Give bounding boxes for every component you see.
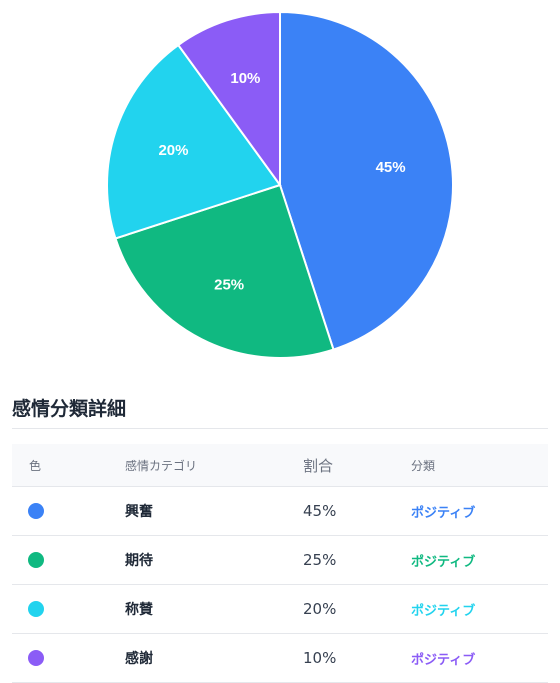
color-cell xyxy=(12,584,125,634)
color-swatch-icon xyxy=(28,552,44,568)
type-cell: ポジティブ xyxy=(411,486,548,536)
header-ratio: 割合 xyxy=(303,444,411,487)
table-row: 期待 25% ポジティブ xyxy=(12,535,548,585)
category-cell: 期待 xyxy=(125,535,303,585)
category-cell: 称賛 xyxy=(125,584,303,634)
category-cell: 感謝 xyxy=(125,633,303,683)
color-cell xyxy=(12,486,125,536)
table-row: 興奮 45% ポジティブ xyxy=(12,486,548,536)
ratio-cell: 10% xyxy=(303,633,411,683)
color-swatch-icon xyxy=(28,503,44,519)
pie-slice xyxy=(114,183,335,359)
section-title: 感情分類詳細 xyxy=(12,398,127,420)
table-row: 称賛 20% ポジティブ xyxy=(12,584,548,634)
ratio-cell: 25% xyxy=(303,535,411,585)
color-cell xyxy=(12,535,125,585)
type-cell: ポジティブ xyxy=(411,535,548,585)
pie-slice xyxy=(176,10,281,189)
pie-slice xyxy=(279,10,454,351)
header-type: 分類 xyxy=(411,444,548,487)
emotion-table: 色 感情カテゴリ 割合 分類 興奮 45% ポジティブ 期待 25% ポジティブ… xyxy=(12,444,548,683)
section-divider xyxy=(12,428,548,429)
category-cell: 興奮 xyxy=(125,486,303,536)
type-cell: ポジティブ xyxy=(411,584,548,634)
header-category: 感情カテゴリ xyxy=(125,444,303,487)
pie-slice xyxy=(106,43,282,240)
table-row: 感謝 10% ポジティブ xyxy=(12,633,548,683)
color-cell xyxy=(12,633,125,683)
type-cell: ポジティブ xyxy=(411,633,548,683)
color-swatch-icon xyxy=(28,650,44,666)
table-header-row: 色 感情カテゴリ 割合 分類 xyxy=(12,444,548,487)
slice-percent-label: 20% xyxy=(158,142,188,159)
pie-chart: 45% 25% 20% 10% xyxy=(106,10,454,359)
header-color: 色 xyxy=(12,444,125,487)
ratio-cell: 45% xyxy=(303,486,411,536)
slice-percent-label: 25% xyxy=(214,276,244,293)
ratio-cell: 20% xyxy=(303,584,411,634)
color-swatch-icon xyxy=(28,601,44,617)
slice-percent-label: 10% xyxy=(230,70,260,87)
slice-percent-label: 45% xyxy=(376,159,406,176)
